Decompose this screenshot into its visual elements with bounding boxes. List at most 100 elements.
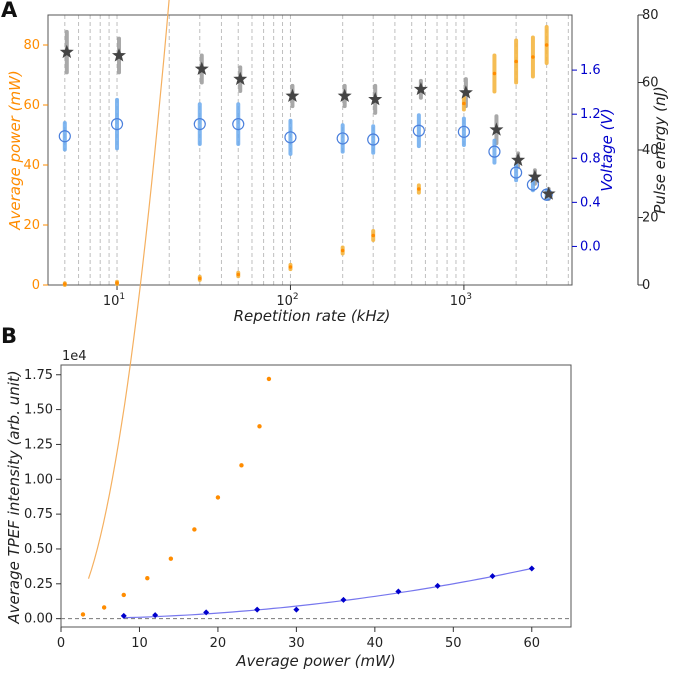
power-point bbox=[236, 272, 241, 277]
data-point-orange bbox=[168, 556, 174, 561]
power-point bbox=[514, 59, 518, 64]
power-point bbox=[115, 281, 119, 285]
y-tick-label-b: 0.25 bbox=[24, 577, 53, 592]
panel-b-chart: 0 10 20 30 40 50 600.000.250.500.751.001.251.5… bbox=[24, 0, 572, 651]
voltage-point bbox=[488, 145, 501, 158]
voltage-point bbox=[232, 118, 245, 131]
pulse-energy-point bbox=[233, 71, 248, 86]
y-tick-label-b: 0.50 bbox=[24, 542, 53, 557]
data-point-orange bbox=[80, 612, 86, 617]
data-point-blue bbox=[203, 609, 210, 616]
y-tick-label-b: 1.00 bbox=[24, 472, 53, 487]
axis-title-tpef-intensity: Average TPEF intensity (arb. unit) bbox=[5, 370, 23, 624]
data-point-blue bbox=[254, 606, 261, 613]
data-point-blue bbox=[434, 582, 441, 589]
fit-curve-orange bbox=[87, 0, 170, 579]
y-tick-label-voltage: 1.6 bbox=[580, 63, 601, 78]
voltage-point bbox=[336, 132, 349, 145]
x-tick-label-b: 60 bbox=[523, 636, 540, 651]
y-tick-label-power: 0 bbox=[32, 278, 40, 293]
y-tick-label-voltage: 0.8 bbox=[580, 151, 601, 166]
y-tick-label-power: 20 bbox=[23, 218, 40, 233]
y-tick-label-voltage: 0.4 bbox=[580, 195, 601, 210]
pulse-energy-point bbox=[368, 92, 383, 106]
voltage-point bbox=[110, 118, 124, 131]
pulse-energy-point bbox=[489, 122, 504, 136]
data-point-orange bbox=[266, 376, 272, 382]
pulse-energy-point bbox=[413, 81, 428, 96]
y-tick-label-b: 1.25 bbox=[24, 437, 53, 452]
y-tick-label-b: 1.50 bbox=[24, 403, 53, 418]
data-point-orange bbox=[192, 527, 197, 532]
data-point-orange bbox=[145, 576, 150, 581]
x-tick-label-b: 10 bbox=[131, 636, 148, 651]
power-point bbox=[417, 187, 421, 191]
x-tick-label: 101 bbox=[103, 292, 125, 309]
y-tick-label-b: 1.75 bbox=[24, 368, 53, 383]
fit-curve-blue bbox=[123, 567, 532, 619]
x-tick-label-b: 0 bbox=[57, 636, 65, 651]
panel-a-chart: 101 102 103 0 20 40 60 80 0.0 0.4 0.8 1.2 1.6 0 20 40 60… bbox=[23, 8, 658, 309]
data-point-blue bbox=[528, 565, 535, 572]
axis-title-pulse-energy: Pulse energy (nJ) bbox=[651, 86, 669, 213]
pulse-energy-point bbox=[527, 169, 542, 184]
pulse-energy-point bbox=[111, 48, 127, 62]
power-point bbox=[340, 248, 345, 253]
pulse-energy-point bbox=[59, 44, 74, 59]
x-tick-label-b: 50 bbox=[445, 636, 462, 651]
y-tick-label-power: 40 bbox=[23, 158, 40, 173]
y-tick-label-energy: 20 bbox=[642, 211, 659, 226]
x-tick-label: 102 bbox=[276, 292, 298, 309]
pulse-energy-point bbox=[541, 186, 556, 200]
data-point-blue bbox=[120, 612, 127, 619]
data-point-orange bbox=[215, 495, 221, 500]
pulse-energy-point bbox=[511, 152, 526, 167]
pulse-energy-point bbox=[285, 88, 300, 103]
x-tick-label-b: 20 bbox=[210, 636, 227, 651]
voltage-point bbox=[367, 133, 380, 146]
data-point-blue bbox=[340, 596, 347, 603]
y-tick-label-energy: 80 bbox=[642, 8, 659, 23]
axis-title-repetition-rate: Repetition rate (kHz) bbox=[234, 307, 391, 325]
power-point bbox=[492, 71, 497, 76]
power-point bbox=[371, 233, 376, 238]
plot-frame-b bbox=[60, 364, 572, 628]
voltage-point bbox=[284, 131, 297, 144]
voltage-point bbox=[540, 188, 553, 201]
data-point-blue bbox=[152, 612, 159, 619]
data-point-blue bbox=[395, 588, 402, 595]
power-point bbox=[544, 43, 549, 47]
y-multiplier: 1e4 bbox=[62, 349, 87, 364]
power-point bbox=[462, 101, 466, 106]
y-tick-label-power: 60 bbox=[23, 98, 40, 113]
x-tick-label: 103 bbox=[450, 292, 472, 309]
voltage-point bbox=[193, 118, 206, 131]
voltage-point bbox=[457, 125, 471, 138]
data-point-blue bbox=[489, 573, 496, 580]
voltage-point bbox=[58, 130, 71, 143]
y-tick-label-voltage: 0.0 bbox=[580, 239, 601, 254]
axis-title-average-power: Average power (mW) bbox=[6, 70, 24, 231]
data-point-orange bbox=[101, 605, 107, 610]
data-point-orange bbox=[239, 463, 244, 468]
y-tick-label-energy: 0 bbox=[642, 278, 650, 293]
x-tick-label-b: 30 bbox=[288, 636, 305, 651]
pulse-energy-point bbox=[458, 85, 473, 99]
pulse-energy-point bbox=[337, 88, 352, 103]
data-point-orange bbox=[257, 424, 262, 429]
power-point bbox=[288, 265, 293, 269]
panel-label-b: B bbox=[1, 324, 17, 348]
power-point bbox=[197, 276, 202, 281]
pulse-energy-point bbox=[194, 61, 209, 76]
axis-title-voltage: Voltage (V) bbox=[598, 108, 616, 191]
power-point bbox=[63, 282, 67, 286]
plot-frame-a bbox=[47, 14, 573, 286]
y-tick-label-energy: 60 bbox=[642, 76, 659, 91]
voltage-point bbox=[510, 166, 523, 179]
x-tick-label-b: 40 bbox=[367, 636, 384, 651]
power-point bbox=[531, 55, 535, 59]
panel-label-a: A bbox=[1, 0, 18, 22]
y-tick-label-voltage: 1.2 bbox=[580, 107, 601, 122]
data-point-orange bbox=[121, 592, 126, 598]
